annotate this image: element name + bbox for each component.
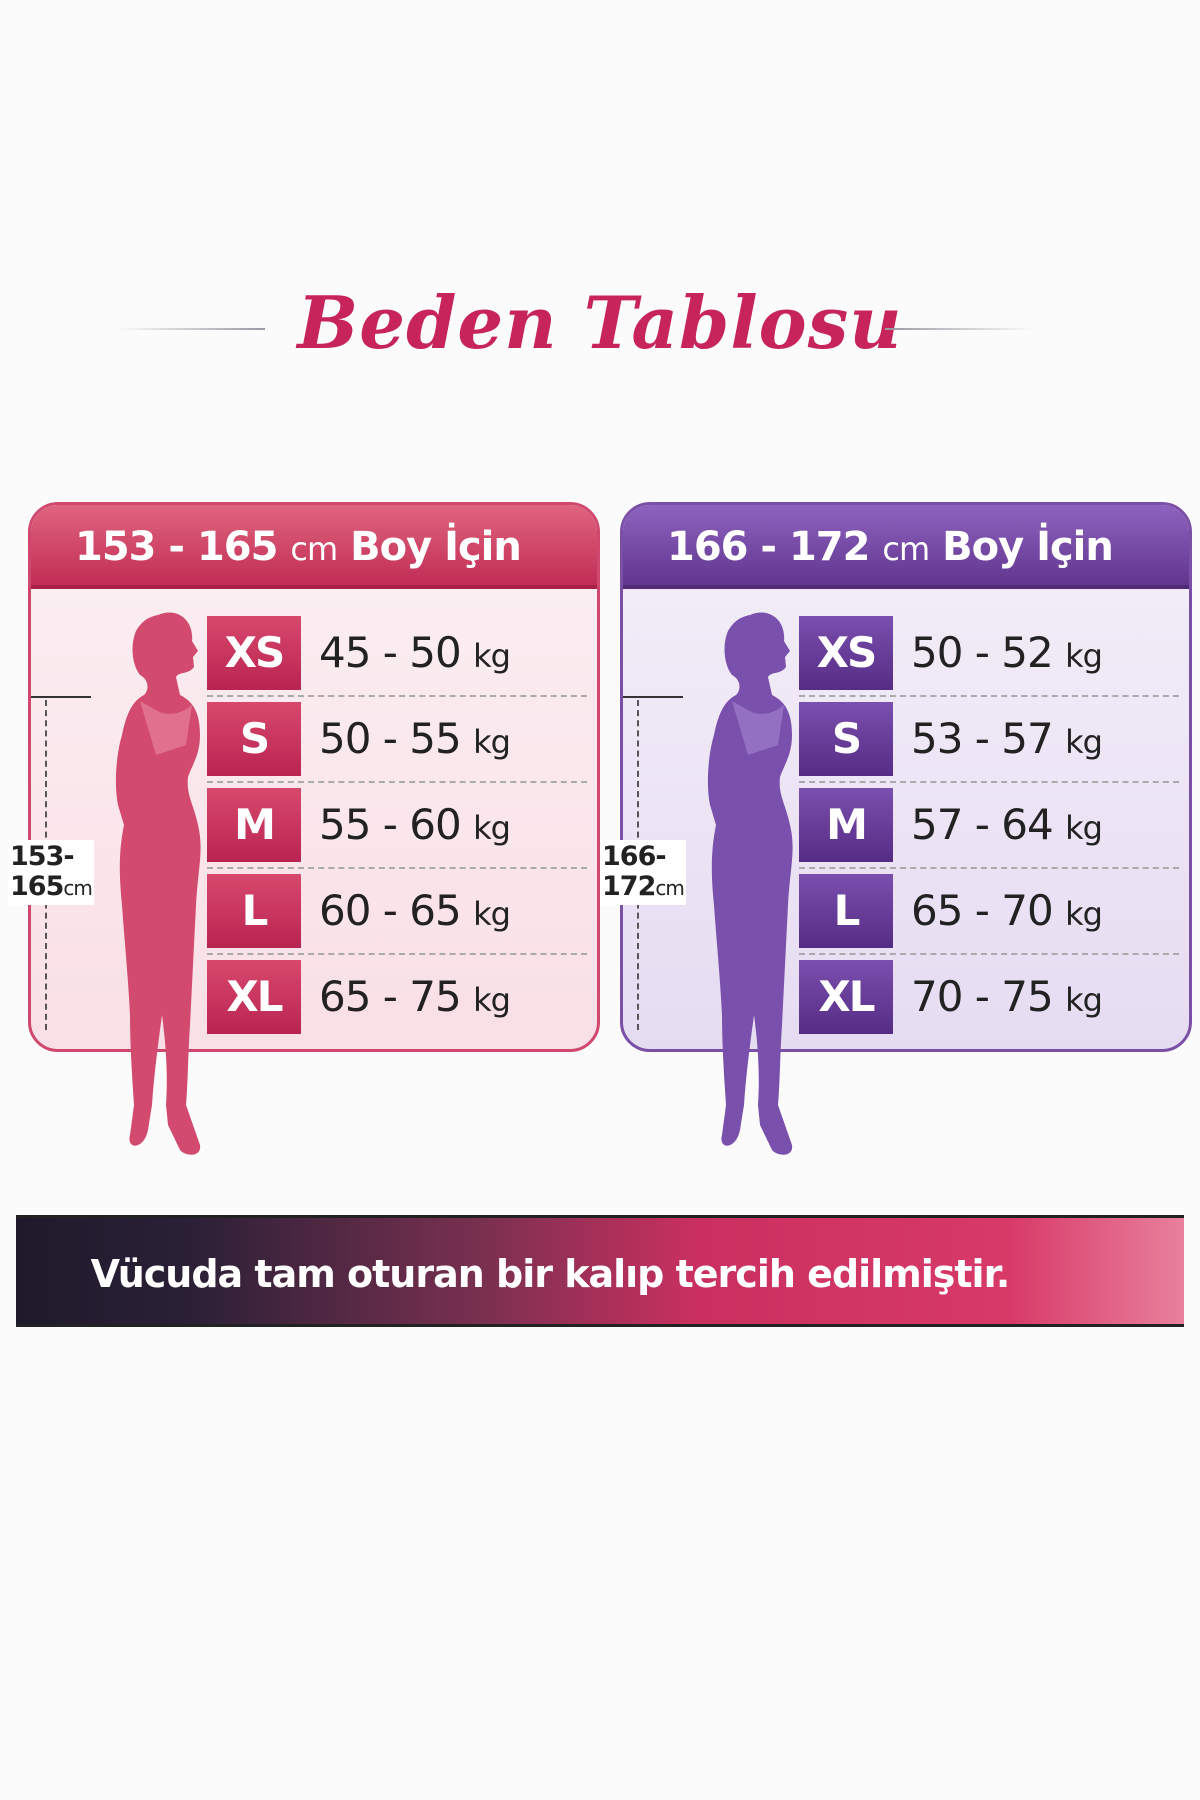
panel-header: 153 - 165 cm Boy İçin — [31, 505, 597, 589]
size-badge: S — [799, 702, 893, 776]
weight-range: 55 - 60 kg — [319, 800, 511, 849]
size-badge: L — [207, 874, 301, 948]
page-title: Beden Tablosu — [297, 280, 903, 365]
weight-range: 57 - 64 kg — [911, 800, 1103, 849]
height-label: 166- 172cm — [600, 840, 686, 905]
size-row: L 65 - 70 kg — [799, 868, 1179, 955]
size-badge: S — [207, 702, 301, 776]
size-row: S 50 - 55 kg — [207, 696, 587, 783]
fit-note-banner: Vücuda tam oturan bir kalıp tercih edilm… — [16, 1215, 1184, 1327]
fit-note-text: Vücuda tam oturan bir kalıp tercih edilm… — [90, 1252, 1011, 1296]
size-row: XL 70 - 75 kg — [799, 954, 1179, 1040]
height-marker-top — [623, 696, 683, 698]
row-divider — [799, 695, 1179, 697]
weight-range: 45 - 50 kg — [319, 628, 511, 677]
row-divider — [207, 781, 587, 783]
title-area: Beden Tablosu — [0, 270, 1200, 380]
weight-range: 70 - 75 kg — [911, 972, 1103, 1021]
size-badge: XL — [207, 960, 301, 1034]
height-marker-top — [31, 696, 91, 698]
weight-range: 60 - 65 kg — [319, 886, 511, 935]
size-row: M 57 - 64 kg — [799, 782, 1179, 869]
row-divider — [207, 695, 587, 697]
woman-silhouette-icon — [115, 612, 201, 1155]
row-divider — [207, 867, 587, 869]
size-badge: M — [207, 788, 301, 862]
size-badge: XS — [799, 616, 893, 690]
title-divider-right — [885, 328, 1035, 330]
woman-silhouette-icon — [707, 612, 793, 1155]
size-row: XL 65 - 75 kg — [207, 954, 587, 1040]
weight-range: 65 - 70 kg — [911, 886, 1103, 935]
weight-range: 53 - 57 kg — [911, 714, 1103, 763]
row-divider — [799, 781, 1179, 783]
title-divider-left — [115, 328, 265, 330]
row-divider — [799, 867, 1179, 869]
panel-header: 166 - 172 cm Boy İçin — [623, 505, 1189, 589]
size-row: L 60 - 65 kg — [207, 868, 587, 955]
size-row: M 55 - 60 kg — [207, 782, 587, 869]
size-badge: L — [799, 874, 893, 948]
size-badge: XS — [207, 616, 301, 690]
row-divider — [207, 953, 587, 955]
row-divider — [799, 953, 1179, 955]
weight-range: 65 - 75 kg — [319, 972, 511, 1021]
size-badge: XL — [799, 960, 893, 1034]
weight-range: 50 - 55 kg — [319, 714, 511, 763]
size-row: XS 45 - 50 kg — [207, 610, 587, 697]
weight-range: 50 - 52 kg — [911, 628, 1103, 677]
size-badge: M — [799, 788, 893, 862]
size-row: S 53 - 57 kg — [799, 696, 1179, 783]
size-row: XS 50 - 52 kg — [799, 610, 1179, 697]
height-label: 153- 165cm — [8, 840, 94, 905]
